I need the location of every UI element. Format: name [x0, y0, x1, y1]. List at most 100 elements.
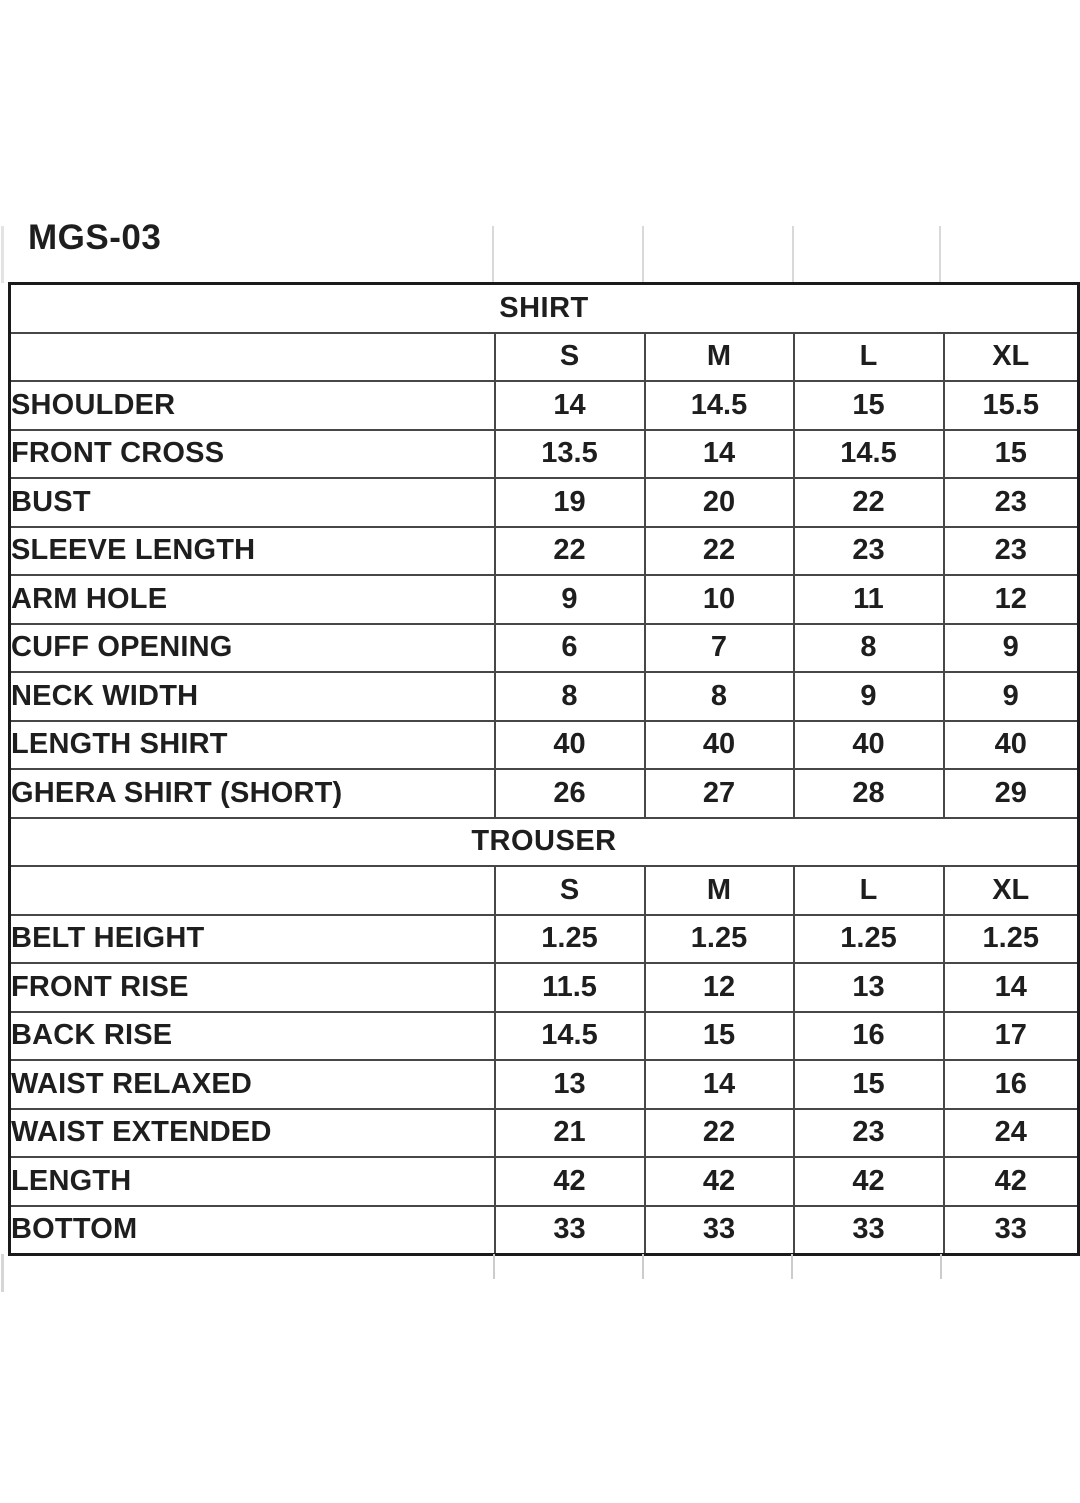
- measurement-value: 42: [792, 1156, 945, 1207]
- measurement-value: 20: [643, 477, 795, 528]
- table-row: FRONT RISE 11.5 12 13 14: [8, 962, 1080, 1013]
- section-header: SHIRT: [8, 282, 1080, 334]
- measurement-value: 16: [942, 1059, 1080, 1110]
- measurement-value: 29: [942, 768, 1080, 819]
- faint-gridline: [642, 1254, 644, 1279]
- measurement-label: CUFF OPENING: [8, 622, 496, 673]
- table-row: NECK WIDTH 8 8 9 9: [8, 671, 1080, 722]
- measurement-value: 42: [643, 1156, 795, 1207]
- faint-gridline: [492, 226, 494, 283]
- section-header-row: SHIRT: [8, 282, 1080, 334]
- measurement-value: 23: [942, 477, 1080, 528]
- measurement-value: 9: [942, 671, 1080, 722]
- size-columns-row: S M L XL: [8, 865, 1080, 916]
- measurement-value: 14: [493, 380, 646, 431]
- measurement-value: 1.25: [942, 913, 1080, 964]
- measurement-value: 15.5: [942, 380, 1080, 431]
- measurement-value: 33: [942, 1204, 1080, 1256]
- table-row: SHOULDER 14 14.5 15 15.5: [8, 380, 1080, 431]
- measurement-value: 11.5: [493, 962, 646, 1013]
- measurement-label: ARM HOLE: [8, 574, 496, 625]
- measurement-value: 1.25: [493, 913, 646, 964]
- section-header: TROUSER: [8, 816, 1080, 867]
- blank-cell: [8, 331, 496, 382]
- table-row: FRONT CROSS 13.5 14 14.5 15: [8, 428, 1080, 479]
- measurement-value: 13: [493, 1059, 646, 1110]
- measurement-value: 14.5: [643, 380, 795, 431]
- measurement-value: 42: [942, 1156, 1080, 1207]
- faint-gridline: [642, 226, 644, 283]
- size-column-header: L: [792, 865, 945, 916]
- faint-gridline: [939, 226, 941, 283]
- measurement-value: 15: [792, 380, 945, 431]
- faint-gridline: [792, 226, 794, 283]
- table-row: GHERA SHIRT (SHORT) 26 27 28 29: [8, 768, 1080, 819]
- blank-cell: [8, 865, 496, 916]
- measurement-label: GHERA SHIRT (SHORT): [8, 768, 496, 819]
- measurement-value: 8: [493, 671, 646, 722]
- table-row: BUST 19 20 22 23: [8, 477, 1080, 528]
- measurement-value: 12: [942, 574, 1080, 625]
- faint-gridline: [1, 226, 4, 283]
- measurement-value: 13.5: [493, 428, 646, 479]
- section-header-row: TROUSER: [8, 816, 1080, 867]
- measurement-value: 16: [792, 1010, 945, 1061]
- size-table-body: SHIRT S M L XL SHOULDER 14 14.5 15 15.5 FRONT CROS…: [8, 282, 1080, 1256]
- measurement-value: 14.5: [792, 428, 945, 479]
- measurement-value: 15: [643, 1010, 795, 1061]
- measurement-value: 17: [942, 1010, 1080, 1061]
- measurement-value: 7: [643, 622, 795, 673]
- measurement-label: WAIST RELAXED: [8, 1059, 496, 1110]
- measurement-value: 40: [643, 719, 795, 770]
- size-column-header: M: [643, 865, 795, 916]
- measurement-value: 26: [493, 768, 646, 819]
- measurement-label: BACK RISE: [8, 1010, 496, 1061]
- measurement-value: 24: [942, 1107, 1080, 1158]
- measurement-value: 23: [792, 1107, 945, 1158]
- measurement-label: LENGTH SHIRT: [8, 719, 496, 770]
- measurement-label: BOTTOM: [8, 1204, 496, 1256]
- table-row: LENGTH SHIRT 40 40 40 40: [8, 719, 1080, 770]
- measurement-value: 21: [493, 1107, 646, 1158]
- measurement-value: 14: [643, 1059, 795, 1110]
- measurement-value: 15: [792, 1059, 945, 1110]
- size-columns-row: S M L XL: [8, 331, 1080, 382]
- table-row: CUFF OPENING 6 7 8 9: [8, 622, 1080, 673]
- faint-gridline: [1, 1254, 4, 1292]
- measurement-value: 14.5: [493, 1010, 646, 1061]
- measurement-value: 8: [792, 622, 945, 673]
- measurement-value: 28: [792, 768, 945, 819]
- table-row: BELT HEIGHT 1.25 1.25 1.25 1.25: [8, 913, 1080, 964]
- measurement-value: 40: [493, 719, 646, 770]
- measurement-value: 9: [942, 622, 1080, 673]
- measurement-label: NECK WIDTH: [8, 671, 496, 722]
- table-row: LENGTH 42 42 42 42: [8, 1156, 1080, 1207]
- measurement-value: 22: [643, 525, 795, 576]
- size-chart-table: SHIRT S M L XL SHOULDER 14 14.5 15 15.5 FRONT CROS…: [8, 282, 1080, 1256]
- measurement-label: SLEEVE LENGTH: [8, 525, 496, 576]
- measurement-value: 23: [942, 525, 1080, 576]
- measurement-value: 22: [792, 477, 945, 528]
- table-row: WAIST EXTENDED 21 22 23 24: [8, 1107, 1080, 1158]
- measurement-value: 27: [643, 768, 795, 819]
- measurement-value: 33: [792, 1204, 945, 1256]
- measurement-label: BUST: [8, 477, 496, 528]
- measurement-label: BELT HEIGHT: [8, 913, 496, 964]
- table-row: BACK RISE 14.5 15 16 17: [8, 1010, 1080, 1061]
- measurement-value: 9: [792, 671, 945, 722]
- measurement-value: 13: [792, 962, 945, 1013]
- page-title: MGS-03: [28, 218, 162, 257]
- measurement-value: 33: [493, 1204, 646, 1256]
- measurement-label: LENGTH: [8, 1156, 496, 1207]
- measurement-value: 9: [493, 574, 646, 625]
- size-column-header: S: [493, 331, 646, 382]
- measurement-label: FRONT CROSS: [8, 428, 496, 479]
- size-column-header: M: [643, 331, 795, 382]
- measurement-label: WAIST EXTENDED: [8, 1107, 496, 1158]
- measurement-value: 42: [493, 1156, 646, 1207]
- faint-gridline: [791, 1254, 793, 1279]
- faint-gridline: [940, 1254, 942, 1279]
- table-row: SLEEVE LENGTH 22 22 23 23: [8, 525, 1080, 576]
- measurement-value: 19: [493, 477, 646, 528]
